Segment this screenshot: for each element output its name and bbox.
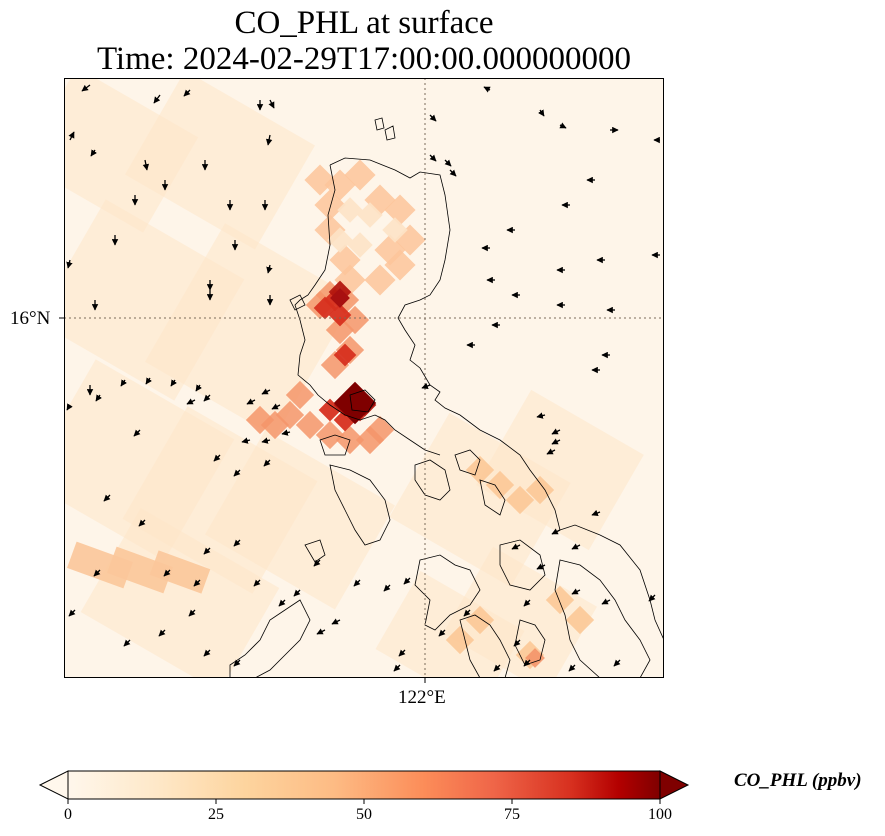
map-time-subtitle: Time: 2024-02-29T17:00:00.000000000	[96, 41, 632, 77]
colorbar-tick-25: 25	[208, 806, 224, 823]
wind-vectors	[66, 84, 660, 672]
map-frame	[64, 78, 664, 678]
colorbar-tick-100: 100	[648, 806, 672, 823]
longitude-tick-label: 122°E	[398, 687, 446, 708]
latitude-tick-label: 16°N	[10, 308, 51, 329]
colorbar-tick-0: 0	[64, 806, 72, 823]
colorbar-tick-50: 50	[356, 806, 372, 823]
coastlines	[229, 117, 664, 678]
colorbar-label: CO_PHL (ppbv)	[734, 770, 862, 791]
map-title: CO_PHL at surface	[234, 5, 494, 41]
colorbar-tick-75: 75	[504, 806, 520, 823]
